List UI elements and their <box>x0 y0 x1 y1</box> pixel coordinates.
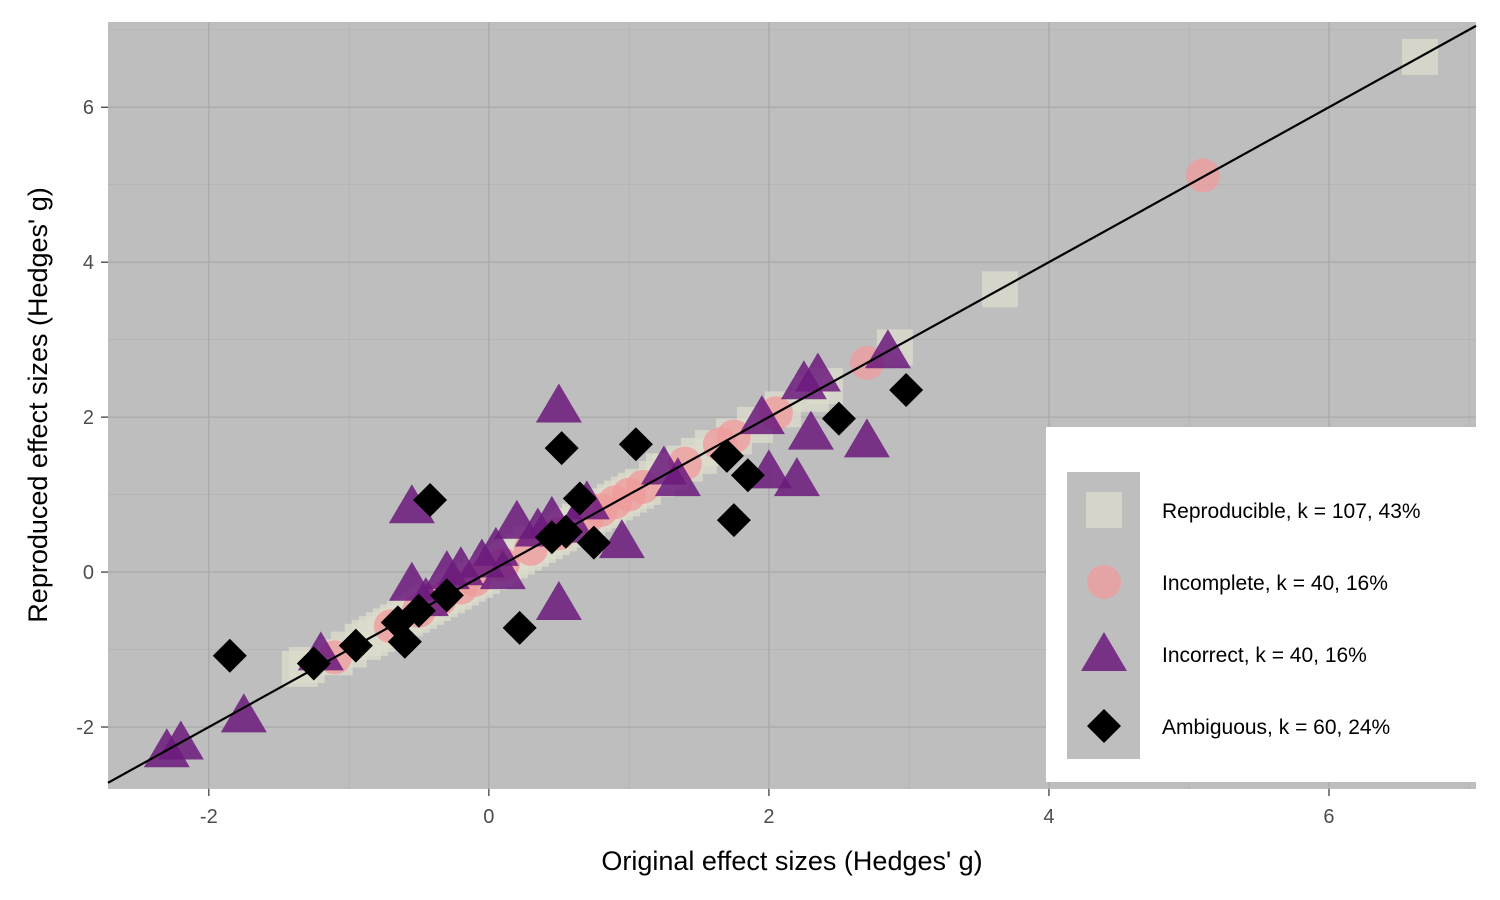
data-point-diamond <box>709 438 744 473</box>
x-tick-label: 4 <box>1043 806 1054 828</box>
legend-key-triangle <box>1081 632 1127 671</box>
y-tick-label: 2 <box>83 407 94 429</box>
y-tick-label: 6 <box>83 97 94 119</box>
x-axis-title: Original effect sizes (Hedges' g) <box>601 846 982 876</box>
x-axis-ticks: -2 0 2 4 6 <box>200 789 1335 828</box>
data-point-triangle <box>780 360 827 400</box>
data-point-diamond <box>576 525 611 560</box>
data-point-diamond <box>618 427 653 462</box>
legend-label-incomplete: Incomplete, k = 40, 16% <box>1162 572 1388 595</box>
grid-major <box>108 22 1476 789</box>
data-point-diamond <box>562 481 597 516</box>
data-point-triangle <box>535 581 582 621</box>
legend-key-square <box>1086 492 1122 528</box>
legend-label-ambiguous: Ambiguous, k = 60, 24% <box>1162 716 1390 739</box>
data-point-triangle <box>535 383 582 423</box>
data-point-diamond <box>716 503 751 538</box>
data-point-diamond <box>889 373 924 408</box>
data-point-diamond <box>212 638 247 673</box>
data-point-triangle <box>640 445 687 485</box>
data-point-diamond <box>544 431 579 466</box>
x-tick-label: 0 <box>483 806 494 828</box>
data-point-triangle <box>423 550 470 590</box>
y-tick-label: -2 <box>76 717 94 739</box>
x-tick-label: 6 <box>1323 806 1334 828</box>
y-axis-title: Reproduced effect sizes (Hedges' g) <box>23 187 53 622</box>
data-point-triangle <box>738 395 785 435</box>
legend: Reproducible, k = 107, 43% Incomplete, k… <box>1046 427 1478 782</box>
legend-label-reproducible: Reproducible, k = 107, 43% <box>1162 500 1421 523</box>
data-point-triangle <box>787 410 834 450</box>
data-point-triangle <box>598 519 645 559</box>
reference-line-y-equals-x <box>107 24 1477 784</box>
x-tick-label: -2 <box>200 806 218 828</box>
legend-keys <box>1081 492 1127 743</box>
data-point-diamond <box>502 610 537 645</box>
y-tick-label: 0 <box>83 562 94 584</box>
data-point-diamond <box>821 401 856 436</box>
data-point-triangle <box>493 499 540 539</box>
y-axis-ticks: -2 0 2 4 6 <box>76 97 108 739</box>
data-point-diamond <box>296 646 331 681</box>
data-point-triangle <box>479 550 526 590</box>
x-tick-label: 2 <box>763 806 774 828</box>
legend-label-incorrect: Incorrect, k = 40, 16% <box>1162 644 1367 667</box>
legend-key-diamond <box>1087 709 1121 743</box>
legend-key-circle <box>1087 565 1121 599</box>
y-tick-label: 4 <box>83 252 94 274</box>
data-point-triangle <box>388 484 435 524</box>
data-point-triangle <box>843 418 890 458</box>
data-point-diamond <box>413 483 448 518</box>
data-point-diamond <box>730 458 765 493</box>
data-point-circle <box>1185 158 1220 193</box>
data-point-triangle <box>220 693 267 733</box>
